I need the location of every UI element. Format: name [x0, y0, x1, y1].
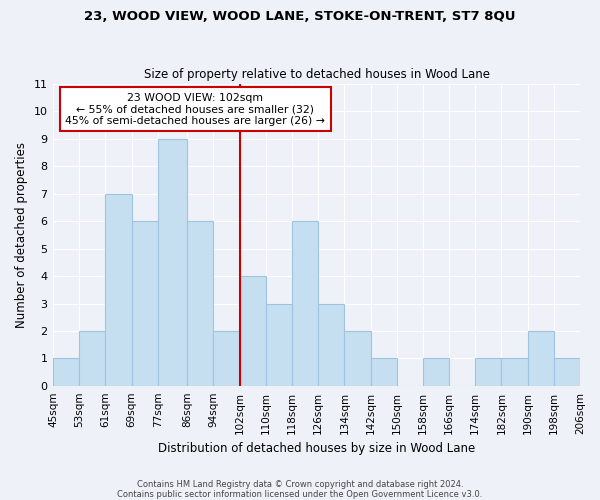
- Bar: [371, 358, 397, 386]
- Text: 23 WOOD VIEW: 102sqm
← 55% of detached houses are smaller (32)
45% of semi-detac: 23 WOOD VIEW: 102sqm ← 55% of detached h…: [65, 92, 325, 126]
- Bar: [266, 304, 292, 386]
- Bar: [106, 194, 131, 386]
- Bar: [239, 276, 266, 386]
- Text: 23, WOOD VIEW, WOOD LANE, STOKE-ON-TRENT, ST7 8QU: 23, WOOD VIEW, WOOD LANE, STOKE-ON-TRENT…: [84, 10, 516, 23]
- Bar: [79, 331, 106, 386]
- Bar: [502, 358, 527, 386]
- Text: Contains public sector information licensed under the Open Government Licence v3: Contains public sector information licen…: [118, 490, 482, 499]
- Bar: [158, 138, 187, 386]
- Bar: [214, 331, 239, 386]
- Bar: [554, 358, 580, 386]
- Bar: [53, 358, 79, 386]
- Bar: [131, 221, 158, 386]
- Bar: [423, 358, 449, 386]
- Title: Size of property relative to detached houses in Wood Lane: Size of property relative to detached ho…: [143, 68, 490, 81]
- Bar: [344, 331, 371, 386]
- Bar: [318, 304, 344, 386]
- Bar: [187, 221, 214, 386]
- Text: Contains HM Land Registry data © Crown copyright and database right 2024.: Contains HM Land Registry data © Crown c…: [137, 480, 463, 489]
- Bar: [527, 331, 554, 386]
- Bar: [292, 221, 318, 386]
- X-axis label: Distribution of detached houses by size in Wood Lane: Distribution of detached houses by size …: [158, 442, 475, 455]
- Bar: [475, 358, 502, 386]
- Y-axis label: Number of detached properties: Number of detached properties: [15, 142, 28, 328]
